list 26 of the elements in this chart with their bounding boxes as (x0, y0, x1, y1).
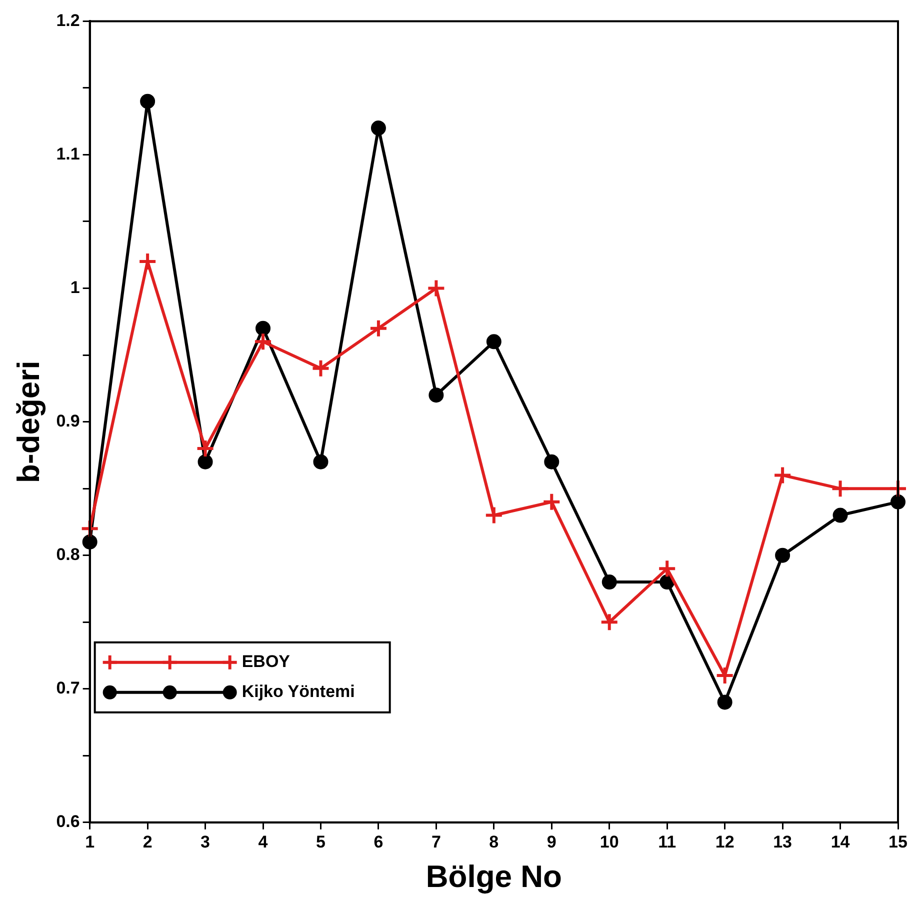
x-axis-title: Bölge No (426, 858, 562, 894)
x-tick-label: 4 (258, 832, 268, 852)
legend-label: EBOY (242, 652, 291, 672)
y-tick-label: 0.9 (56, 411, 80, 430)
x-tick-label: 6 (374, 832, 384, 852)
x-tick-label: 8 (489, 832, 499, 852)
y-tick-label: 0.7 (56, 678, 80, 698)
x-tick-label: 9 (546, 832, 556, 852)
y-axis-title: b-değeri (11, 360, 46, 483)
x-tick-label: 1 (85, 832, 95, 852)
x-tick-label: 3 (200, 832, 210, 852)
y-tick-label: 1 (70, 278, 80, 297)
x-tick-label: 11 (658, 832, 676, 852)
x-tick-label: 5 (316, 832, 326, 852)
y-tick-label: 1.2 (56, 10, 80, 30)
legend-label: Kijko Yöntemi (242, 682, 355, 702)
x-tick-label: 15 (888, 832, 908, 852)
x-tick-label: 12 (715, 832, 734, 852)
x-tick-label: 10 (600, 832, 619, 852)
y-tick-label: 0.8 (56, 545, 80, 564)
x-tick-label: 2 (142, 832, 152, 852)
x-tick-label: 13 (773, 832, 792, 852)
x-tick-label: 7 (431, 832, 441, 852)
y-tick-label: 0.6 (56, 812, 80, 832)
y-tick-label: 1.1 (56, 144, 80, 164)
x-tick-label: 14 (830, 832, 850, 852)
